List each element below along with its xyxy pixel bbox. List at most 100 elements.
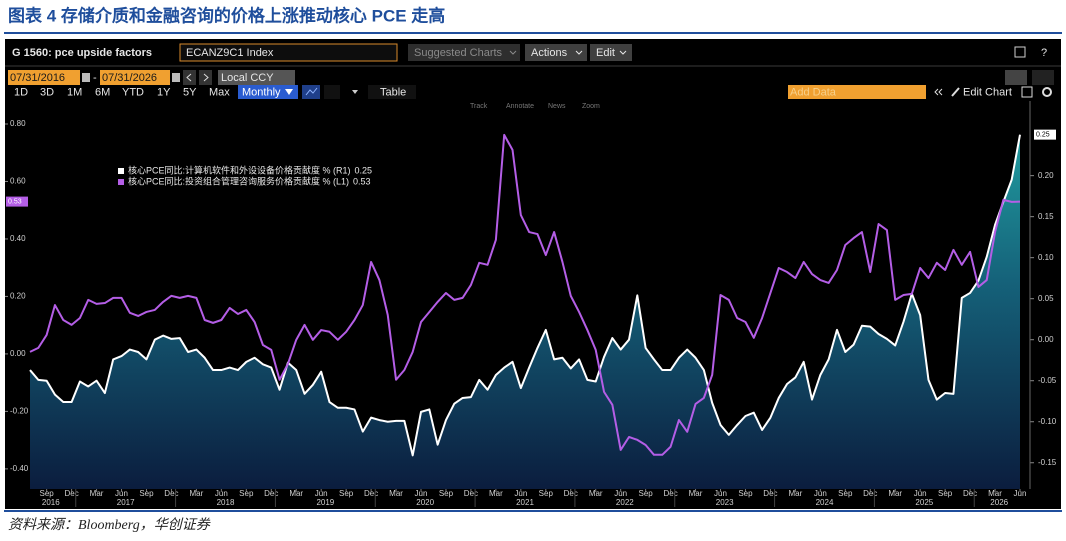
y-tick-label: 0.20 [10,292,26,301]
ticker[interactable]: ECANZ9C1 Index [186,47,274,59]
frequency-button[interactable] [238,85,298,99]
year-label: 2021 [516,498,534,507]
ticker-box[interactable] [179,43,398,62]
x-tick-label: Sep [639,489,654,498]
x-tick-label: Mar [189,489,203,498]
chevron [509,50,517,55]
y-tick-label: -0.20 [10,407,29,416]
suggested-button[interactable] [408,44,520,61]
x-tick-label: Dec [564,489,578,498]
prev-button[interactable] [183,70,196,85]
calendar-icon[interactable] [82,73,90,82]
collapse-icon[interactable] [938,88,943,96]
x-tick-label: Sep [139,489,154,498]
year-label: 2017 [117,498,135,507]
last-value-badge [1034,129,1056,140]
x-tick-label: Mar [289,489,303,498]
x-tick-label: Jun [215,489,228,498]
help-icon[interactable]: ? [1041,47,1047,59]
chart-header: G 1560: pce upside factors [12,47,152,59]
chart-tools: Track Annotate News Zoom [470,103,600,110]
x-tick-label: Mar [988,489,1002,498]
menu-label[interactable]: Actions [531,47,568,59]
range-button[interactable]: YTD [122,86,144,98]
x-tick-label: Mar [589,489,603,498]
range-button[interactable]: 1Y [157,86,171,98]
settings-icon[interactable] [1042,87,1052,97]
line-icon [305,87,318,96]
range-button[interactable]: 1D [14,86,28,98]
y2-tick-label: 0.15 [1038,212,1054,221]
x-tick-label: Jun [315,489,328,498]
x-tick-label: Sep [539,489,554,498]
calendar-icon[interactable] [172,73,180,82]
year-label: 2016 [42,498,60,507]
year-label: 2023 [716,498,734,507]
range-button[interactable]: 1M [67,86,82,98]
y-tick-label: 0.00 [10,349,26,358]
add-data-box[interactable] [788,85,926,99]
chevron [575,50,583,55]
bar-style-button[interactable] [324,85,340,99]
tool-label[interactable]: News [548,103,566,110]
menu-label[interactable]: Suggested Charts [414,47,503,59]
start-date-box[interactable] [8,70,80,85]
x-tick-label: Mar [489,489,503,498]
x-tick-label: Sep [738,489,753,498]
edit-chart[interactable]: Edit Chart [963,86,1012,98]
y2-tick-label: 0.20 [1038,171,1054,180]
table-button[interactable] [368,85,416,99]
pencil-icon [951,87,960,97]
x-tick-label: Dec [663,489,677,498]
dropdown-icon [285,89,293,95]
y-tick-label: 0.60 [10,177,26,186]
x-tick-label: Sep [938,489,953,498]
x-tick-label: Mar [788,489,802,498]
undo-button[interactable] [1005,70,1027,85]
export-icon[interactable] [1014,46,1026,58]
tool-label[interactable]: Annotate [506,103,534,110]
x-tick-label: Dec [963,489,977,498]
y-tick-label: 0.40 [10,234,26,243]
x-tick-label: Sep [439,489,454,498]
tool-label[interactable]: Track [470,103,488,110]
range-buttons: 1D 3D 1M 6M YTD 1Y 5Y Max [14,86,230,98]
x-tick-label: Jun [814,489,827,498]
year-label: 2025 [915,498,933,507]
start-date[interactable]: 07/31/2016 [10,72,65,84]
x-tick-label: Jun [714,489,727,498]
year-label: 2020 [416,498,434,507]
y-tick-label: 0.80 [10,119,26,128]
end-date[interactable]: 07/31/2026 [102,72,157,84]
x-tick-label: Jun [614,489,627,498]
add-data[interactable]: Add Data [790,86,837,98]
frequency[interactable]: Monthly [242,86,281,98]
collapse-icon[interactable] [934,88,939,96]
range-button[interactable]: Max [209,86,230,98]
range-button[interactable]: 5Y [183,86,197,98]
tool-label[interactable]: Zoom [582,103,600,110]
edit-button[interactable] [590,44,632,61]
actions-button[interactable] [525,44,587,61]
currency[interactable]: Local CCY [221,72,274,84]
year-label: 2022 [616,498,634,507]
y2-tick-label: 0.10 [1038,253,1054,262]
y2-tick-label: -0.05 [1038,376,1057,385]
next-button[interactable] [199,70,212,85]
y-tick-label: -0.40 [10,464,29,473]
range-button[interactable]: 6M [95,86,110,98]
end-date-box[interactable] [100,70,170,85]
menu-label[interactable]: Edit [596,47,615,59]
x-tick-label: Sep [838,489,853,498]
year-label: 2019 [316,498,334,507]
line-style-button[interactable] [302,85,320,99]
legend-value: 0.53 [353,176,371,186]
redo-button[interactable] [1032,70,1054,85]
y2-tick-label: 0.00 [1038,335,1054,344]
legend-value: 0.25 [355,165,373,175]
table-label[interactable]: Table [380,86,406,98]
currency-box[interactable] [218,70,295,85]
edit-icon[interactable] [1021,86,1033,98]
range-button[interactable]: 3D [40,86,54,98]
year-label: 2018 [217,498,235,507]
